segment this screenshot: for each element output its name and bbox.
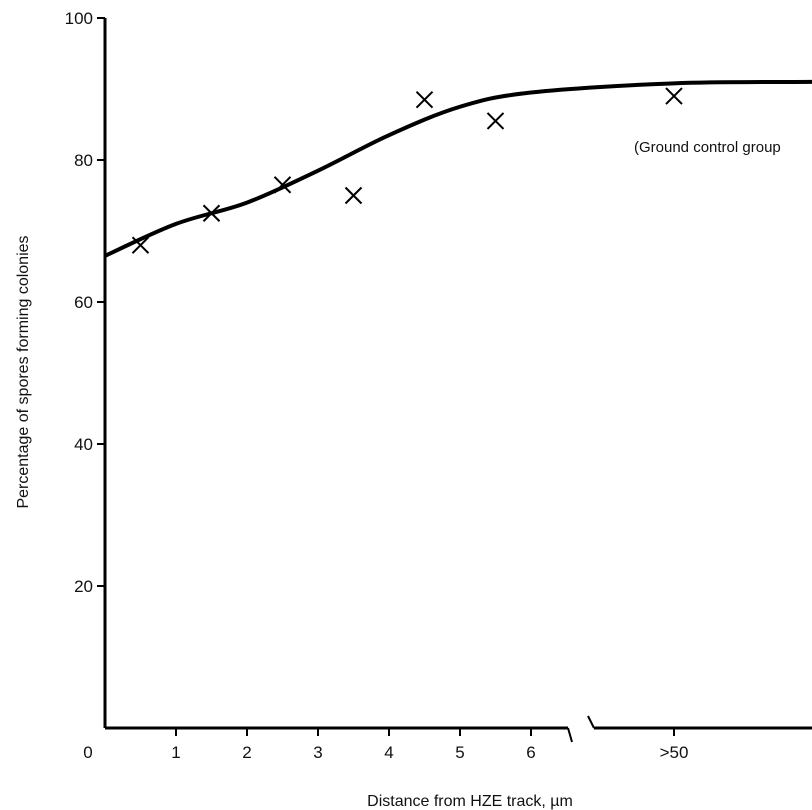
- axes: [103, 18, 812, 743]
- y-tick-label: 60: [74, 293, 93, 312]
- data-point: [202, 204, 221, 222]
- x-tick-label: 1: [171, 743, 180, 762]
- fit-curve-layer: [104, 79, 812, 258]
- data-point: [665, 87, 683, 105]
- x-tick-label: 6: [526, 743, 535, 762]
- x-tick-label: 5: [455, 743, 464, 762]
- y-tick-label: 20: [74, 577, 93, 596]
- data-point: [131, 236, 150, 254]
- y-tick-label: 40: [74, 435, 93, 454]
- y-axis-title: Percentage of spores forming colonies: [15, 235, 32, 508]
- data-points: [131, 87, 683, 254]
- x-axis-title: Distance from HZE track, µm: [367, 793, 573, 810]
- data-point: [273, 176, 292, 194]
- x-tick-label: 2: [242, 743, 251, 762]
- x-ticks: 0 1 2 3 4 5 6 >50: [83, 728, 688, 762]
- y-tick-label: 80: [74, 151, 93, 170]
- y-tick-label: 100: [65, 9, 93, 28]
- data-point: [344, 186, 363, 205]
- data-point: [415, 90, 434, 109]
- x-tick-label: 4: [384, 743, 393, 762]
- y-ticks: 20 40 60 80 100: [65, 9, 105, 596]
- data-point: [486, 112, 505, 130]
- axis-break-mark: [567, 715, 595, 743]
- x-tick-label: >50: [660, 743, 689, 762]
- ground-control-annotation: (Ground control group: [634, 139, 781, 156]
- fit-curve: [104, 79, 812, 258]
- x-tick-label: 3: [313, 743, 322, 762]
- x-tick-label: 0: [83, 743, 92, 762]
